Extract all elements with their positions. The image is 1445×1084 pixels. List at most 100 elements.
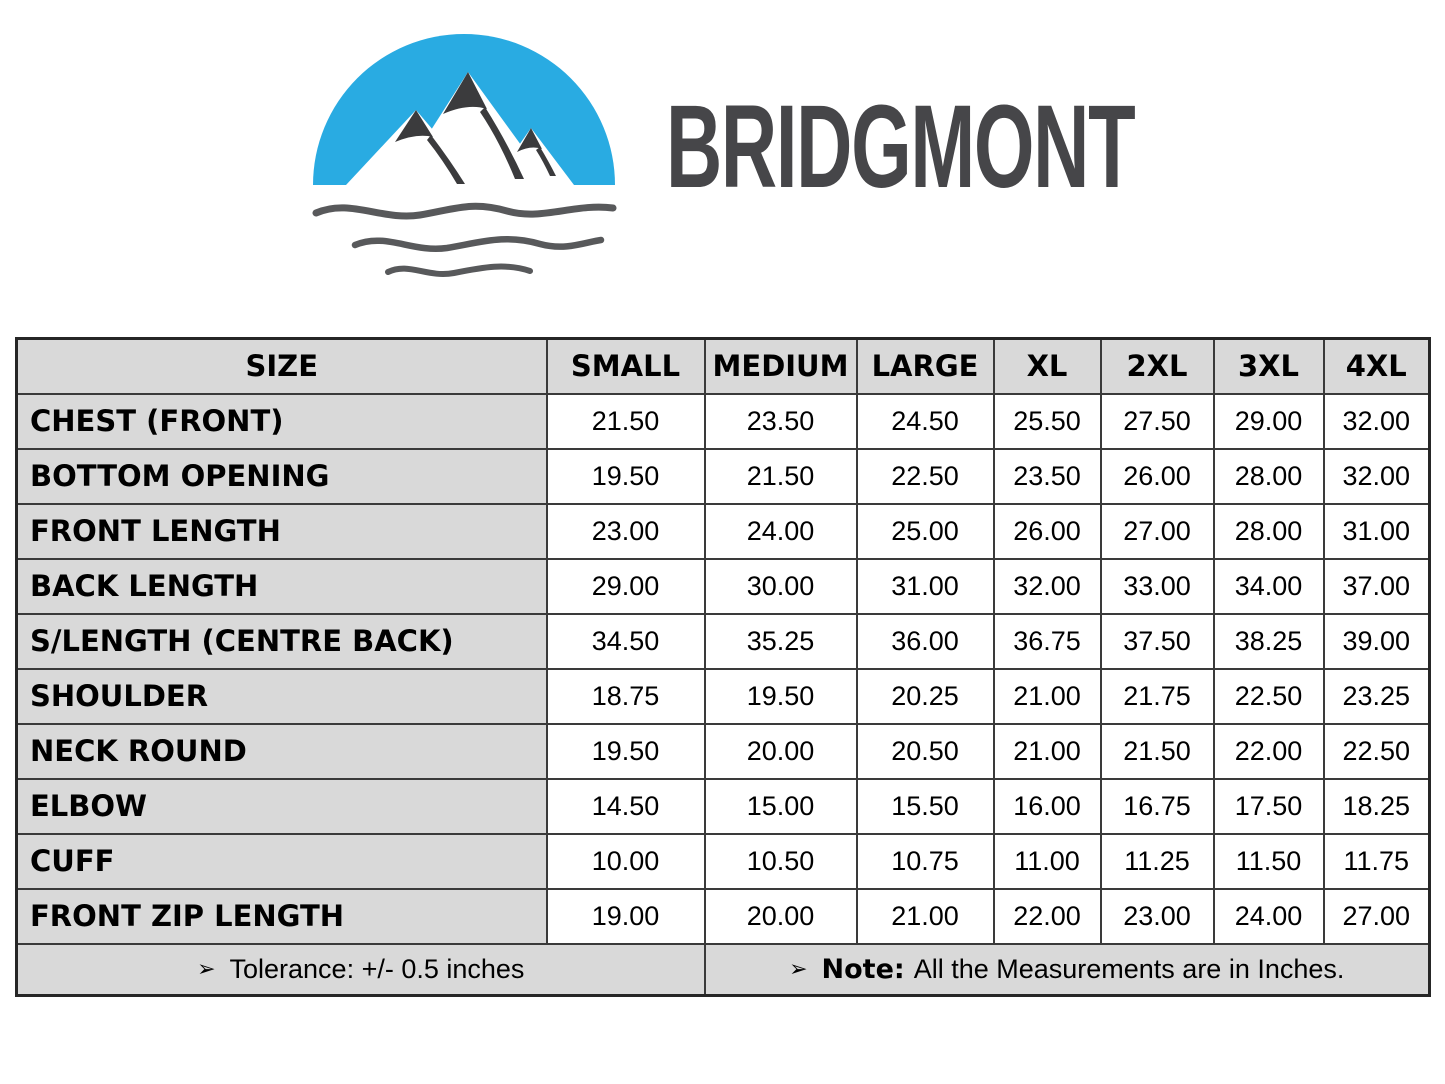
table-row-front-length: FRONT LENGTH 23.00 24.00 25.00 26.00 27.… (15, 502, 1431, 560)
measurement-value: 25.50 (992, 392, 1102, 450)
measurement-value: 23.00 (545, 502, 706, 560)
row-label: ELBOW (15, 777, 548, 835)
measurement-value: 20.50 (855, 722, 995, 780)
table-row-elbow: ELBOW 14.50 15.00 15.50 16.00 16.75 17.5… (15, 777, 1431, 835)
row-label: SHOULDER (15, 667, 548, 725)
measurement-value: 32.00 (1322, 447, 1431, 505)
measurement-value: 28.00 (1212, 447, 1325, 505)
table-row-chest-front: CHEST (FRONT) 21.50 23.50 24.50 25.50 27… (15, 392, 1431, 450)
measurement-value: 11.00 (992, 832, 1102, 890)
measurement-value: 38.25 (1212, 612, 1325, 670)
measurement-value: 10.75 (855, 832, 995, 890)
column-header-3xl: 3XL (1212, 337, 1325, 395)
row-label: S/LENGTH (CENTRE BACK) (15, 612, 548, 670)
measurement-value: 15.00 (703, 777, 858, 835)
column-header-large: LARGE (855, 337, 995, 395)
footer-row: ➢ Tolerance: +/- 0.5 inches ➢ Note: All the… (15, 942, 1431, 997)
measurement-value: 17.50 (1212, 777, 1325, 835)
measurement-value: 25.00 (855, 502, 995, 560)
measurement-value: 26.00 (1099, 447, 1215, 505)
row-label: FRONT LENGTH (15, 502, 548, 560)
measurement-value: 24.00 (1212, 887, 1325, 945)
column-header-size: SIZE (15, 337, 548, 395)
measurement-value: 11.75 (1322, 832, 1431, 890)
measurement-note-cell: ➢ Note: All the Measurements are in Inches… (703, 942, 1431, 997)
tolerance-text: Tolerance: +/- 0.5 inches (229, 953, 525, 984)
measurement-value: 26.00 (992, 502, 1102, 560)
measurement-value: 28.00 (1212, 502, 1325, 560)
table-row-neck-round: NECK ROUND 19.50 20.00 20.50 21.00 21.50… (15, 722, 1431, 780)
measurement-value: 23.50 (703, 392, 858, 450)
measurement-value: 11.25 (1099, 832, 1215, 890)
measurement-value: 35.25 (703, 612, 858, 670)
measurement-value: 33.00 (1099, 557, 1215, 615)
measurement-value: 23.50 (992, 447, 1102, 505)
size-chart-table: SIZE SMALL MEDIUM LARGE XL 2XL 3XL 4XL C… (15, 337, 1431, 997)
table-row-s-length-centre-back: S/LENGTH (CENTRE BACK) 34.50 35.25 36.00… (15, 612, 1431, 670)
measurement-value: 10.00 (545, 832, 706, 890)
column-header-xl: XL (992, 337, 1102, 395)
measurement-value: 22.50 (1212, 667, 1325, 725)
table-row-front-zip-length: FRONT ZIP LENGTH 19.00 20.00 21.00 22.00… (15, 887, 1431, 945)
measurement-value: 27.00 (1099, 502, 1215, 560)
measurement-value: 22.50 (1322, 722, 1431, 780)
brand-name: BRIDGMONT (666, 81, 1136, 213)
row-label: CHEST (FRONT) (15, 392, 548, 450)
measurement-value: 20.00 (703, 887, 858, 945)
measurement-value: 19.50 (545, 447, 706, 505)
row-label: NECK ROUND (15, 722, 548, 780)
measurement-value: 21.50 (545, 392, 706, 450)
measurement-value: 18.75 (545, 667, 706, 725)
measurement-value: 22.00 (1212, 722, 1325, 780)
measurement-value: 16.00 (992, 777, 1102, 835)
measurement-value: 21.00 (855, 887, 995, 945)
measurement-value: 36.75 (992, 612, 1102, 670)
measurement-value: 10.50 (703, 832, 858, 890)
measurement-value: 21.00 (992, 722, 1102, 780)
row-label: BOTTOM OPENING (15, 447, 548, 505)
column-header-2xl: 2XL (1099, 337, 1215, 395)
measurement-value: 22.00 (992, 887, 1102, 945)
measurement-value: 29.00 (545, 557, 706, 615)
measurement-value: 23.25 (1322, 667, 1431, 725)
header-row: SIZE SMALL MEDIUM LARGE XL 2XL 3XL 4XL (15, 337, 1431, 395)
tolerance-note-cell: ➢ Tolerance: +/- 0.5 inches (15, 942, 706, 997)
measurement-value: 30.00 (703, 557, 858, 615)
table-row-shoulder: SHOULDER 18.75 19.50 20.25 21.00 21.75 2… (15, 667, 1431, 725)
measurement-value: 11.50 (1212, 832, 1325, 890)
table-row-cuff: CUFF 10.00 10.50 10.75 11.00 11.25 11.50… (15, 832, 1431, 890)
row-label: FRONT ZIP LENGTH (15, 887, 548, 945)
measurement-value: 14.50 (545, 777, 706, 835)
table-row-bottom-opening: BOTTOM OPENING 19.50 21.50 22.50 23.50 2… (15, 447, 1431, 505)
measurement-value: 19.00 (545, 887, 706, 945)
measurement-value: 19.50 (545, 722, 706, 780)
measurement-value: 39.00 (1322, 612, 1431, 670)
measurement-value: 37.00 (1322, 557, 1431, 615)
measurement-value: 24.00 (703, 502, 858, 560)
column-header-4xl: 4XL (1322, 337, 1431, 395)
measurement-value: 23.00 (1099, 887, 1215, 945)
measurement-value: 31.00 (855, 557, 995, 615)
measurement-value: 15.50 (855, 777, 995, 835)
column-header-medium: MEDIUM (703, 337, 858, 395)
measurement-value: 34.00 (1212, 557, 1325, 615)
arrow-bullet-icon: ➢ (197, 955, 216, 981)
measurement-value: 21.50 (1099, 722, 1215, 780)
column-header-small: SMALL (545, 337, 706, 395)
note-text: All the Measurements are in Inches. (913, 953, 1345, 984)
measurement-value: 36.00 (855, 612, 995, 670)
measurement-value: 27.50 (1099, 392, 1215, 450)
measurement-value: 37.50 (1099, 612, 1215, 670)
measurement-value: 31.00 (1322, 502, 1431, 560)
measurement-value: 34.50 (545, 612, 706, 670)
measurement-value: 29.00 (1212, 392, 1325, 450)
measurement-value: 21.50 (703, 447, 858, 505)
measurement-value: 32.00 (992, 557, 1102, 615)
table-row-back-length: BACK LENGTH 29.00 30.00 31.00 32.00 33.0… (15, 557, 1431, 615)
measurement-value: 21.00 (992, 667, 1102, 725)
measurement-value: 32.00 (1322, 392, 1431, 450)
row-label: BACK LENGTH (15, 557, 548, 615)
measurement-value: 20.25 (855, 667, 995, 725)
measurement-value: 18.25 (1322, 777, 1431, 835)
